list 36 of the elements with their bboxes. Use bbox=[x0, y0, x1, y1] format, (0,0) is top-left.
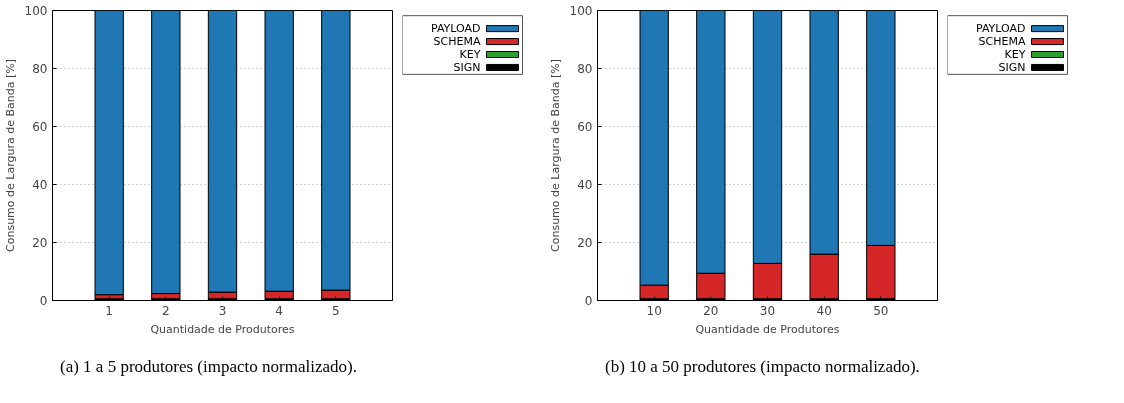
x-tick-label: 3 bbox=[218, 303, 227, 318]
y-tick-label: 40 bbox=[577, 178, 593, 192]
y-tick-label: 60 bbox=[32, 120, 48, 134]
y-tick-label: 100 bbox=[569, 4, 593, 18]
y-tick-label: 80 bbox=[577, 62, 593, 76]
x-tick-label: 50 bbox=[873, 303, 889, 318]
x-axis-title: Quantidade de Produtores bbox=[695, 322, 840, 336]
x-tick-label: 40 bbox=[816, 303, 832, 318]
y-tick-label: 100 bbox=[24, 4, 48, 18]
legend-label: SCHEMA bbox=[433, 35, 481, 49]
x-tick-label: 4 bbox=[275, 303, 283, 318]
y-tick-label: 40 bbox=[32, 178, 48, 192]
legend-label: SCHEMA bbox=[978, 35, 1026, 49]
legend-label: KEY bbox=[459, 48, 481, 62]
legend-label: KEY bbox=[1004, 48, 1026, 62]
y-tick-label: 20 bbox=[577, 236, 593, 250]
y-tick-label: 80 bbox=[32, 62, 48, 76]
text: (a) 1 a 5 produtores (impacto normalizado). bbox=[60, 356, 357, 378]
y-tick-label: 20 bbox=[32, 236, 48, 250]
y-tick-label: 0 bbox=[584, 294, 593, 308]
x-tick-label: 1 bbox=[105, 303, 113, 318]
legend-label: SIGN bbox=[453, 60, 481, 74]
legend-label: PAYLOAD bbox=[430, 22, 481, 36]
x-axis-title: Quantidade de Produtores bbox=[150, 322, 295, 336]
y-axis-title: Consumo de Largura de Banda [%] bbox=[3, 59, 17, 252]
x-tick-label: 2 bbox=[162, 303, 170, 318]
x-tick-label: 30 bbox=[759, 303, 776, 318]
y-tick-label: 0 bbox=[39, 294, 48, 308]
x-tick-label: 5 bbox=[332, 303, 340, 318]
legend-label: SIGN bbox=[998, 60, 1026, 74]
y-tick-label: 60 bbox=[577, 120, 593, 134]
x-tick-label: 20 bbox=[703, 303, 719, 318]
y-axis-title: Consumo de Largura de Banda [%] bbox=[548, 59, 562, 252]
legend-label: PAYLOAD bbox=[975, 22, 1026, 36]
text: (b) 10 a 50 produtores (impacto normalizado). bbox=[605, 356, 920, 378]
x-tick-label: 10 bbox=[646, 303, 662, 318]
